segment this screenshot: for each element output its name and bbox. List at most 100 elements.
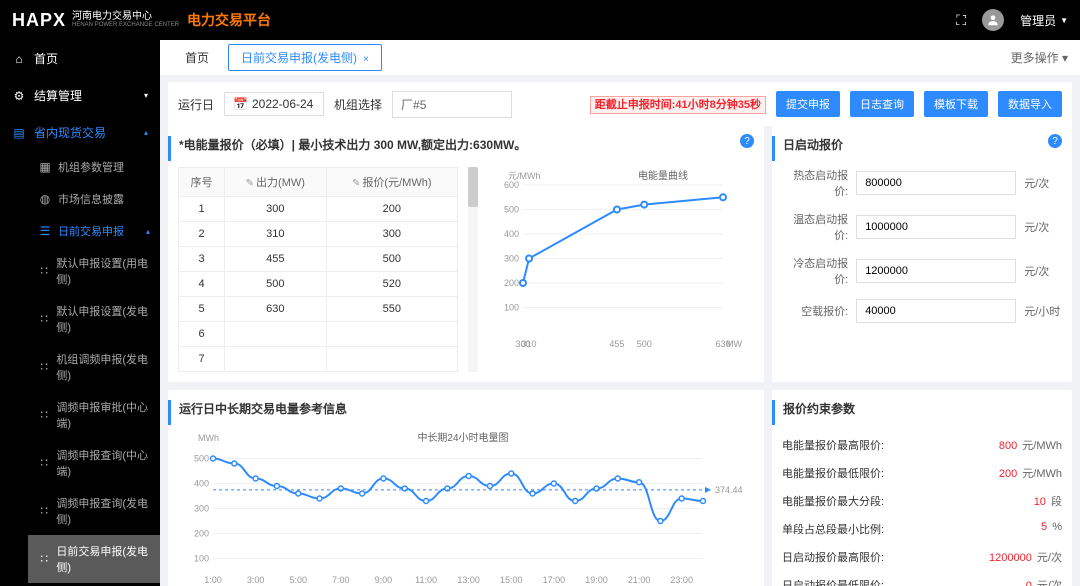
more-operations[interactable]: 更多操作 ▾ — [1011, 49, 1068, 66]
topbar: HAPX 河南电力交易中心 HENAN POWER EXCHANGE CENTE… — [0, 0, 1080, 40]
svg-text:17:00: 17:00 — [543, 575, 566, 585]
svg-text:21:00: 21:00 — [628, 575, 651, 585]
import-button[interactable]: 数据导入 — [998, 91, 1062, 117]
constraint-panel: 报价约束参数 电能量报价最高限价:800 元/MWh电能量报价最低限价:200 … — [772, 390, 1072, 586]
svg-text:15:00: 15:00 — [500, 575, 523, 585]
noload-input[interactable] — [856, 299, 1016, 323]
hot-input[interactable] — [856, 171, 1016, 195]
svg-text:600: 600 — [504, 180, 519, 190]
svg-text:3:00: 3:00 — [247, 575, 265, 585]
svg-text:500: 500 — [194, 454, 209, 464]
table-row[interactable]: 2310300 — [179, 222, 458, 247]
scroll-thumb[interactable] — [468, 167, 478, 207]
table-row[interactable]: 4500520 — [179, 272, 458, 297]
sidebar-item-unit-params[interactable]: ▦机组参数管理 — [28, 151, 160, 183]
startup-title: 日启动报价 — [772, 136, 1062, 161]
constraint-title: 报价约束参数 — [772, 400, 1062, 425]
tab-home[interactable]: 首页 — [172, 44, 222, 71]
sidebar-sub-item[interactable]: ∷日前交易申报(发电侧) — [28, 535, 160, 583]
quote-table: 序号 ✎出力(MW) ✎报价(元/MWh) 130020023103003455… — [178, 167, 458, 372]
settle-icon: ⚙ — [12, 89, 26, 103]
tab-bar: 首页 日前交易申报(发电侧)× 更多操作 ▾ — [160, 40, 1080, 76]
log-button[interactable]: 日志查询 — [850, 91, 914, 117]
constraint-row: 日启动报价最高限价:1200000 元/次 — [782, 543, 1062, 571]
svg-text:11:00: 11:00 — [415, 575, 437, 585]
globe-icon: ◍ — [38, 192, 52, 206]
chevron-down-icon: ▼ — [1060, 16, 1068, 25]
constraint-row: 电能量报价最低限价:200 元/MWh — [782, 459, 1062, 487]
ref-chart: MWh中长期24小时电量图1002003004005001:003:005:00… — [178, 431, 754, 586]
chevron-down-icon: ▾ — [144, 91, 148, 100]
dot-icon: ∷ — [38, 264, 50, 278]
grid-icon: ▦ — [38, 160, 52, 174]
svg-text:MW: MW — [726, 339, 742, 349]
table-row[interactable]: 7 — [179, 347, 458, 372]
spot-icon: ▤ — [12, 126, 26, 140]
unit-select[interactable]: 厂#5 — [392, 91, 512, 118]
svg-text:500: 500 — [637, 339, 652, 349]
sidebar-item-spot[interactable]: ▤省内现货交易▴ — [0, 114, 160, 151]
help-icon[interactable]: ? — [1048, 134, 1062, 148]
ref-panel: 运行日中长期交易电量参考信息 MWh中长期24小时电量图100200300400… — [168, 390, 764, 586]
quote-chart: 元/MWh电能量曲线100200300400500600300310455500… — [488, 167, 754, 357]
svg-text:23:00: 23:00 — [670, 575, 693, 585]
chevron-up-icon: ▴ — [144, 128, 148, 137]
chevron-down-icon: ▾ — [1062, 51, 1068, 65]
warm-input[interactable] — [856, 215, 1016, 239]
constraint-row: 电能量报价最大分段:10 段 — [782, 487, 1062, 515]
svg-text:电能量曲线: 电能量曲线 — [638, 169, 688, 182]
help-icon[interactable]: ? — [740, 134, 754, 148]
fullscreen-icon[interactable]: ⛶ — [956, 12, 966, 29]
template-button[interactable]: 模板下载 — [924, 91, 988, 117]
sidebar-item-market-info[interactable]: ◍市场信息披露 — [28, 183, 160, 215]
dot-icon: ∷ — [38, 552, 50, 566]
submit-button[interactable]: 提交申报 — [776, 91, 840, 117]
toolbar: 运行日 📅2022-06-24 机组选择 厂#5 距截止申报时间:41小时8分钟… — [168, 82, 1072, 126]
svg-text:100: 100 — [504, 303, 519, 313]
ref-title: 运行日中长期交易电量参考信息 — [168, 400, 754, 425]
table-row[interactable]: 3455500 — [179, 247, 458, 272]
main-content: 首页 日前交易申报(发电侧)× 更多操作 ▾ 运行日 📅2022-06-24 机… — [160, 40, 1080, 586]
startup-panel: ? 日启动报价 热态启动报价:元/次 温态启动报价:元/次 冷态启动报价:元/次… — [772, 126, 1072, 382]
svg-text:400: 400 — [194, 479, 209, 489]
sidebar-sub-item[interactable]: ∷调频申报审批(中心端) — [28, 391, 160, 439]
constraint-row: 电能量报价最高限价:800 元/MWh — [782, 431, 1062, 459]
svg-text:300: 300 — [504, 254, 519, 264]
table-row[interactable]: 6 — [179, 322, 458, 347]
svg-text:19:00: 19:00 — [585, 575, 608, 585]
svg-text:200: 200 — [194, 529, 209, 539]
avatar[interactable] — [982, 9, 1004, 31]
svg-text:中长期24小时电量图: 中长期24小时电量图 — [417, 431, 508, 444]
date-input[interactable]: 📅2022-06-24 — [224, 92, 324, 116]
sidebar-sub-item[interactable]: ∷调频申报查询(中心端) — [28, 439, 160, 487]
close-icon[interactable]: × — [363, 54, 369, 65]
calendar-icon: 📅 — [233, 97, 248, 111]
table-row[interactable]: 5630550 — [179, 297, 458, 322]
countdown: 距截止申报时间:41小时8分钟35秒 — [590, 96, 766, 112]
date-label: 运行日 — [178, 96, 214, 113]
edit-icon: ✎ — [246, 178, 254, 189]
th-power: ✎出力(MW) — [225, 168, 326, 197]
cold-input[interactable] — [856, 259, 1016, 283]
tab-active[interactable]: 日前交易申报(发电侧)× — [228, 44, 382, 71]
chevron-up-icon: ▴ — [146, 227, 150, 236]
table-row[interactable]: 1300200 — [179, 197, 458, 222]
user-menu[interactable]: 管理员 ▼ — [1020, 12, 1068, 29]
logo-text: HAPX — [12, 10, 66, 31]
sidebar-sub-item[interactable]: ∷机组调频申报(发电侧) — [28, 343, 160, 391]
sidebar-sub-item[interactable]: ∷默认申报设置(发电侧) — [28, 295, 160, 343]
sidebar-item-settlement[interactable]: ⚙结算管理▾ — [0, 77, 160, 114]
svg-text:13:00: 13:00 — [457, 575, 480, 585]
sidebar-sub-item[interactable]: ∷调频申报查询(发电侧) — [28, 487, 160, 535]
sidebar-item-day-ahead[interactable]: ☰日前交易申报▴ — [28, 215, 160, 247]
platform-name: 电力交易平台 — [187, 10, 271, 30]
svg-text:7:00: 7:00 — [332, 575, 350, 585]
svg-text:374.44: 374.44 — [715, 485, 743, 495]
sidebar-sub-item[interactable]: ∷默认申报设置(用电侧) — [28, 247, 160, 295]
dot-icon: ∷ — [38, 360, 50, 374]
sidebar-item-home[interactable]: ⌂首页 — [0, 40, 160, 77]
constraint-row: 日启动报价最低限价:0 元/次 — [782, 571, 1062, 586]
scrollbar[interactable] — [468, 167, 478, 372]
quote-panel: ? *电能量报价（必填）| 最小技术出力 300 MW,额定出力:630MW。 … — [168, 126, 764, 382]
th-seq: 序号 — [179, 168, 225, 197]
